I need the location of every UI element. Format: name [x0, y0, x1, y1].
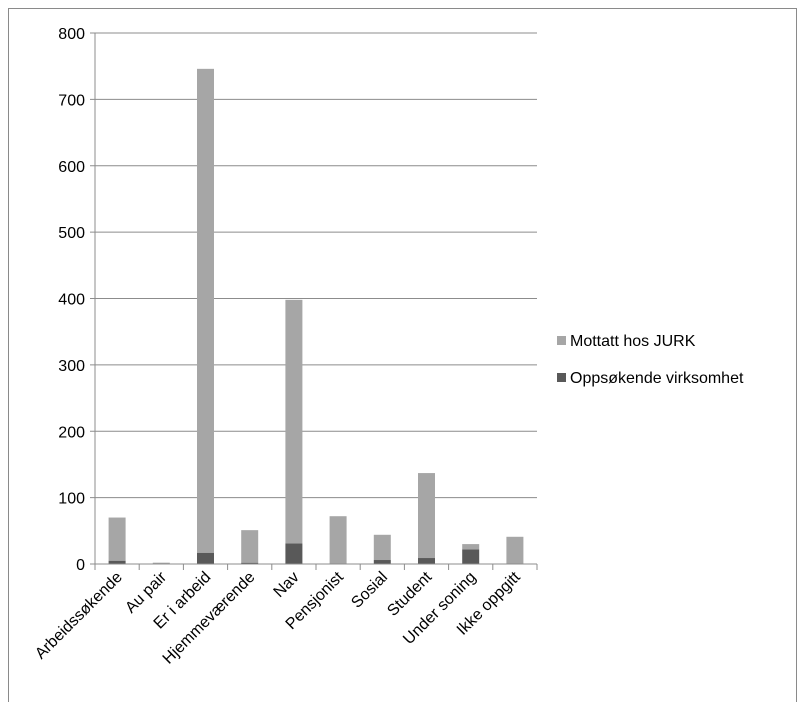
- bar-oppsokende-8: [462, 549, 480, 564]
- bar-mottatt-2: [197, 68, 214, 553]
- bar-mottatt-4: [285, 299, 303, 544]
- y-tick-label: 700: [58, 92, 85, 109]
- bar-oppsokende-6: [373, 560, 391, 564]
- x-tick-label: Nav: [271, 569, 303, 601]
- bar-mottatt-3: [241, 530, 259, 563]
- bars: [108, 68, 524, 564]
- bar-mottatt-0: [108, 517, 126, 561]
- bar-mottatt-1: [152, 562, 170, 564]
- y-axis: 0 100 200 300 400 500 600 700 800: [58, 26, 96, 574]
- x-tick-label: Arbeidssøkende: [32, 569, 126, 663]
- x-tick-label: Sosial: [348, 569, 391, 612]
- bar-mottatt-7: [418, 473, 435, 559]
- y-tick-label: 800: [58, 26, 85, 43]
- y-tick-label: 300: [58, 358, 85, 375]
- bar-mottatt-9: [506, 536, 524, 564]
- y-tick-label: 600: [58, 159, 85, 176]
- bar-mottatt-5: [329, 516, 347, 564]
- y-tick-label: 0: [76, 557, 85, 574]
- legend-label: Oppsøkende virksomhet: [570, 370, 744, 387]
- bar-oppsokende-7: [418, 558, 435, 564]
- legend: Mottatt hos JURK Oppsøkende virksomhet: [557, 333, 744, 387]
- bar-mottatt-8: [462, 544, 480, 550]
- legend-swatch: [557, 336, 566, 345]
- chart-frame: [8, 8, 797, 702]
- legend-label: Mottatt hos JURK: [570, 333, 696, 350]
- y-tick-label: 200: [58, 424, 85, 441]
- legend-swatch: [557, 373, 566, 382]
- bar-oppsokende-0: [108, 560, 126, 564]
- y-tick-label: 100: [58, 491, 85, 508]
- bar-mottatt-6: [373, 534, 391, 561]
- bar-oppsokende-3: [241, 562, 259, 564]
- bar-oppsokende-4: [285, 543, 303, 564]
- y-tick-label: 500: [58, 225, 85, 242]
- gridlines: [95, 32, 537, 499]
- bar-oppsokende-2: [197, 552, 214, 564]
- y-tick-label: 400: [58, 292, 85, 309]
